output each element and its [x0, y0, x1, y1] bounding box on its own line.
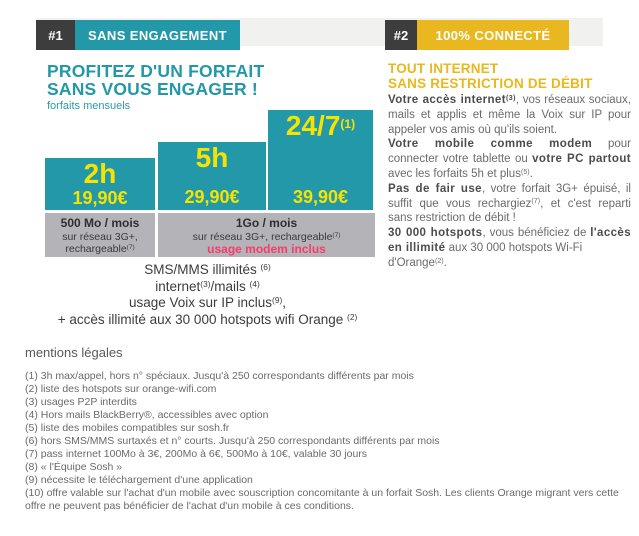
paragraph-fair-use: Pas de fair use, votre forfait 3G+ épuis… — [388, 182, 631, 225]
legal-mentions-title: mentions légales — [25, 345, 123, 360]
feature-line-internet: internet(3)/mails (4) — [155, 278, 260, 294]
plan-price: 19,90€ — [72, 188, 128, 208]
legal-mentions: mentions légales (1) 3h max/appel, hors … — [25, 345, 631, 513]
data-allowance-line: sur réseau 3G+, — [62, 230, 138, 243]
section-1-header-label: SANS ENGAGEMENT — [75, 20, 240, 50]
legal-line-7: (7) pass internet 100Mo à 3€, 200Mo à 6€… — [25, 448, 368, 460]
section-1-number-badge: #1 — [36, 20, 75, 50]
plan-box-2h: 2h 19,90€ — [45, 158, 155, 210]
feature-line-hotspots: + accès illimité aux 30 000 hotspots wif… — [57, 311, 358, 327]
feature-line-voip: usage Voix sur IP inclus(9), — [128, 295, 287, 310]
plan-duration: 5h — [195, 142, 229, 173]
data-allowance-box-500mo: 500 Mo / mois sur réseau 3G+, rechargeab… — [45, 213, 155, 257]
plan-duration: 24/7(1) — [285, 110, 356, 141]
legal-line-5: (5) liste des mobiles compatibles sur so… — [25, 422, 230, 434]
right-section-title: TOUT INTERNET SANS RESTRICTION DE DÉBIT — [388, 61, 593, 91]
data-allowance-box-1go: 1Go / mois sur réseau 3G+, rechargeable(… — [158, 213, 375, 257]
paragraph-modem: Votre mobile comme modem pour connecter … — [388, 138, 631, 180]
paragraph-internet-access: Votre accès internet(3), vos réseaux soc… — [388, 93, 631, 136]
plan-price: 29,90€ — [184, 187, 240, 207]
plan-price: 39,90€ — [292, 187, 349, 207]
section-2-number-badge: #2 — [385, 20, 417, 50]
included-features-list: SMS/MMS illimités (6) internet(3)/mails … — [40, 262, 375, 328]
right-section-body: Votre accès internet(3), vos réseaux soc… — [388, 93, 631, 271]
paragraph-hotspots: 30 000 hotspots, vous bénéficiez de l'ac… — [388, 227, 632, 269]
footnote-ref: (1) — [340, 117, 356, 132]
plan-duration: 2h — [83, 158, 117, 189]
data-allowance-line: sur réseau 3G+, rechargeable(7) — [192, 230, 341, 243]
legal-line-3: (3) usages P2P interdits — [25, 396, 137, 408]
legal-line-6: (6) hors SMS/MMS surtaxés et n° courts. … — [25, 435, 440, 447]
legal-line-1: (1) 3h max/appel, hors n° spéciaux. Jusq… — [25, 370, 414, 382]
plan-box-24-7: 24/7(1) 39,90€ — [268, 110, 373, 210]
right-title-line-1: TOUT INTERNET — [388, 61, 499, 76]
right-title-line-2: SANS RESTRICTION DE DÉBIT — [388, 76, 593, 91]
legal-line-10: (10) offre valable sur l'achat d'un mobi… — [25, 487, 619, 512]
legal-line-2: (2) liste des hotspots sur orange-wifi.c… — [25, 383, 217, 395]
left-section-title: PROFITEZ D'UN FORFAIT SANS VOUS ENGAGER … — [47, 62, 264, 98]
left-section-subtitle: forfaits mensuels — [47, 100, 131, 112]
section-2-header-label: 100% CONNECTÉ — [417, 20, 569, 50]
legal-line-8: (8) « l'Équipe Sosh » — [25, 461, 123, 473]
left-title-line-2: SANS VOUS ENGAGER ! — [47, 79, 258, 99]
data-allowance-line: rechargeable(7) — [65, 243, 135, 255]
plans-step-chart: 2h 19,90€ 5h 29,90€ 24/7(1) 39,90€ 500 M… — [40, 110, 375, 257]
legal-line-9: (9) nécessite le téléchargement d'une ap… — [25, 474, 253, 486]
left-title-line-1: PROFITEZ D'UN FORFAIT — [47, 61, 265, 81]
feature-line-sms: SMS/MMS illimités (6) — [144, 262, 271, 277]
data-allowance-line: 1Go / mois — [235, 216, 298, 230]
legal-line-4: (4) Hors mails BlackBerry®, accessibles … — [25, 409, 269, 421]
data-allowance-line: 500 Mo / mois — [60, 216, 140, 230]
modem-included-label: usage modem inclus — [207, 242, 326, 256]
plan-box-5h: 5h 29,90€ — [158, 142, 266, 210]
